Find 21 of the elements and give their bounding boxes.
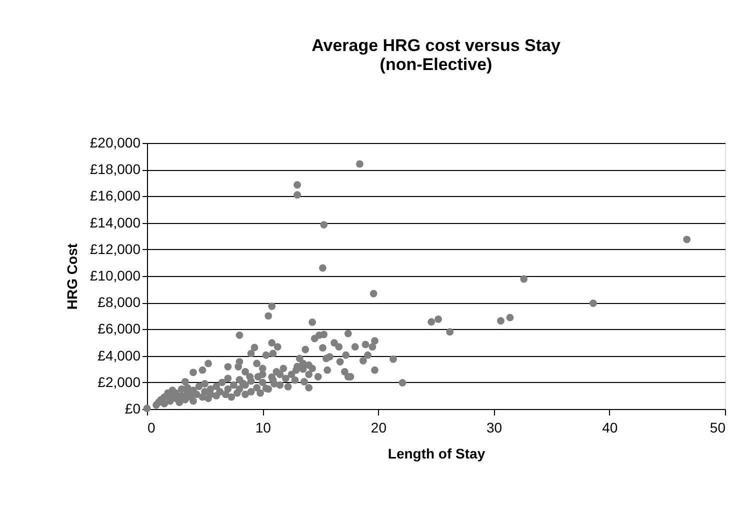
y-tick-label: £0 <box>124 400 141 416</box>
x-tick-label: 0 <box>148 420 156 436</box>
text: (non-Elective) <box>380 55 492 74</box>
x-tick-label: 30 <box>486 420 502 436</box>
text: Average HRG cost versus Stay <box>312 36 560 55</box>
y-tick-label: £14,000 <box>90 214 141 230</box>
x-tick-label: 40 <box>602 420 618 436</box>
x-tick-label: 20 <box>370 420 387 436</box>
y-tick-label: £2,000 <box>98 374 141 390</box>
y-tick-label: £4,000 <box>98 347 141 364</box>
y-tick-label: £18,000 <box>90 161 141 178</box>
y-tick-label: £20,000 <box>90 134 141 150</box>
x-axis-title: Length of Stay <box>388 446 486 462</box>
y-tick-label: £8,000 <box>98 294 141 310</box>
y-tick-label: £12,000 <box>90 240 141 257</box>
y-tick-label: £10,000 <box>90 268 141 284</box>
y-tick-label: £16,000 <box>90 188 141 204</box>
y-axis-title: HRG Cost <box>64 243 80 310</box>
x-tick-label: 50 <box>710 420 726 436</box>
x-tick-label: 10 <box>255 420 272 436</box>
y-tick-label: £6,000 <box>98 320 141 337</box>
